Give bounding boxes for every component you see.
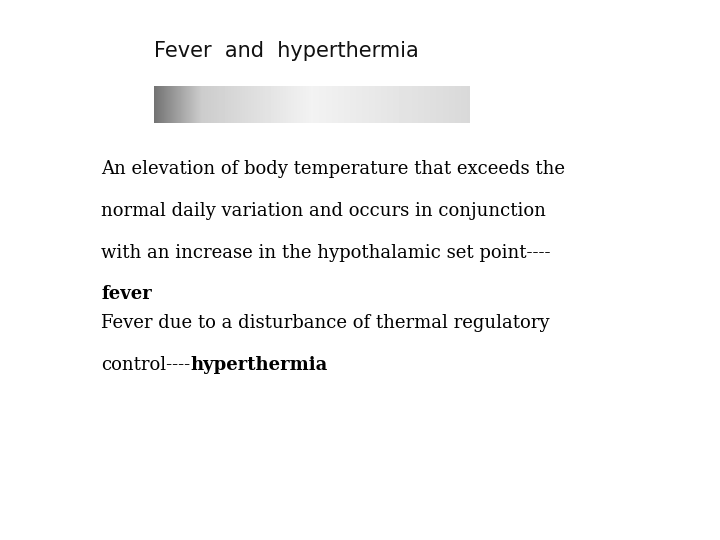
Text: Fever due to a disturbance of thermal regulatory: Fever due to a disturbance of thermal re…: [101, 314, 549, 332]
Text: Fever  and  hyperthermia: Fever and hyperthermia: [154, 41, 418, 62]
Text: control----: control----: [101, 356, 190, 374]
Text: normal daily variation and occurs in conjunction: normal daily variation and occurs in con…: [101, 202, 546, 220]
Text: An elevation of body temperature that exceeds the: An elevation of body temperature that ex…: [101, 160, 565, 178]
Text: with an increase in the hypothalamic set point----: with an increase in the hypothalamic set…: [101, 244, 551, 261]
Text: hyperthermia: hyperthermia: [190, 356, 328, 374]
Text: fever: fever: [101, 285, 152, 303]
